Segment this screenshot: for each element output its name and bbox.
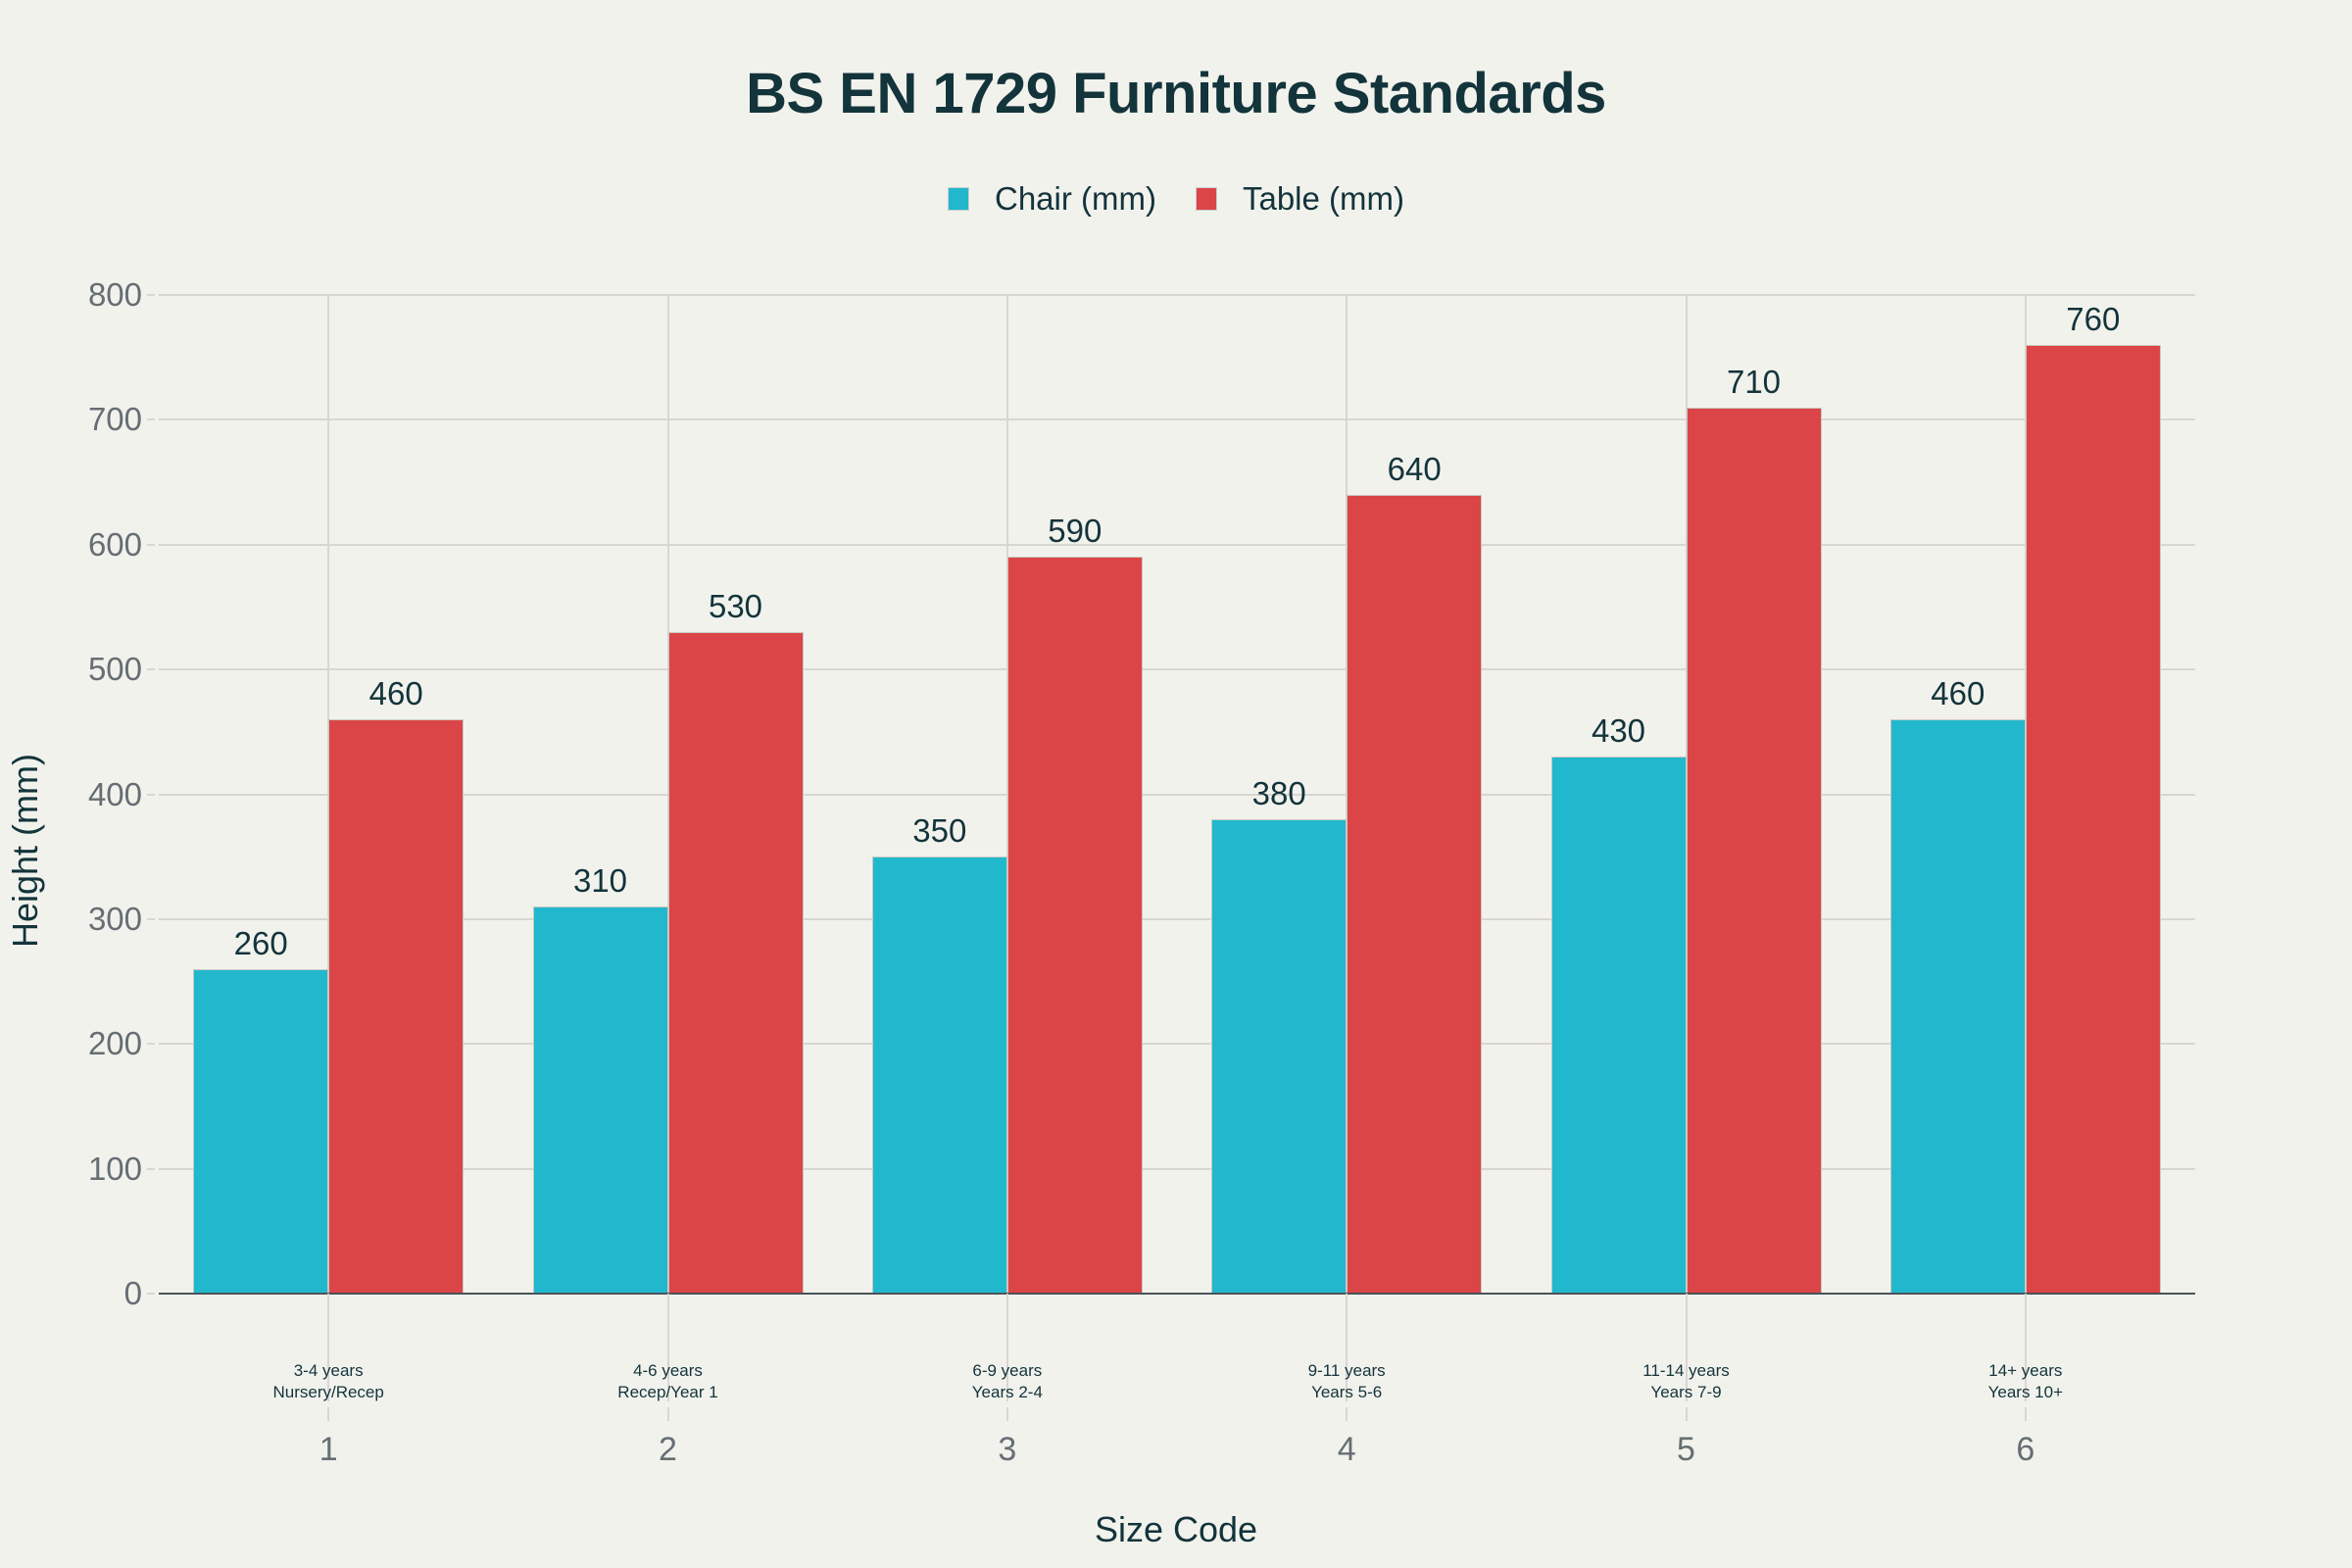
annotation-school-year: Years 7-9 [1650, 1383, 1722, 1401]
h-gridline [159, 418, 2195, 421]
h-gridline [159, 1167, 2195, 1170]
x-tick-label: 3 [998, 1431, 1017, 1468]
y-tick-label: 0 [123, 1275, 142, 1311]
v-gridline-extension [1685, 1294, 1688, 1401]
y-tick-label: 500 [87, 651, 142, 688]
v-gridline-extension [327, 1294, 330, 1401]
bar-value-label: 310 [572, 862, 628, 900]
chair-bar[interactable] [1889, 719, 2026, 1294]
v-gridline-extension [1346, 1294, 1348, 1401]
bar-value-label: 640 [1387, 450, 1442, 487]
legend-swatch-table [1195, 187, 1217, 211]
x-tick-mark [2024, 1407, 2027, 1421]
h-gridline [159, 294, 2195, 296]
annotation-school-year: Years 10+ [1987, 1383, 2064, 1401]
bar-value-label: 710 [1726, 363, 1782, 400]
annotation-age: 6-9 years [972, 1361, 1043, 1380]
y-tick-mark [147, 1293, 155, 1295]
category-annotation: 3-4 years Nursery/Recep [201, 1360, 456, 1403]
y-tick-mark [147, 418, 155, 421]
chair-bar[interactable] [1211, 818, 1348, 1294]
chair-bar[interactable] [532, 906, 668, 1294]
annotation-school-year: Years 2-4 [971, 1383, 1043, 1401]
legend: Chair (mm) Table (mm) [0, 180, 2352, 218]
y-tick-label: 100 [87, 1150, 142, 1187]
table-bar[interactable] [328, 719, 465, 1294]
y-tick-mark [147, 1043, 155, 1046]
y-tick-mark [147, 793, 155, 796]
category-annotation: 9-11 years Years 5-6 [1219, 1360, 1474, 1403]
bar-value-label: 460 [1931, 675, 1985, 712]
x-tick-mark [1346, 1407, 1348, 1421]
bar-value-label: 760 [2066, 300, 2121, 337]
bar-value-label: 380 [1251, 774, 1306, 811]
legend-label-table: Table (mm) [1242, 180, 1404, 217]
chair-bar[interactable] [193, 968, 329, 1294]
annotation-age: 9-11 years [1307, 1361, 1386, 1380]
bar-value-label: 350 [912, 812, 967, 850]
x-axis-title: Size Code [1094, 1509, 1258, 1549]
annotation-school-year: Nursery/Recep [272, 1383, 384, 1401]
y-tick-label: 200 [87, 1025, 142, 1062]
h-gridline [159, 1043, 2195, 1046]
y-tick-label: 400 [87, 775, 142, 812]
x-tick-mark [1685, 1407, 1688, 1421]
legend-label-chair: Chair (mm) [994, 180, 1156, 217]
chair-bar[interactable] [871, 857, 1007, 1294]
x-tick-mark [1005, 1407, 1008, 1421]
y-tick-mark [147, 543, 155, 546]
x-tick-label: 2 [659, 1431, 677, 1468]
y-tick-label: 300 [87, 900, 142, 937]
h-gridline [159, 793, 2195, 796]
y-tick-label: 600 [87, 525, 142, 563]
x-tick-label: 6 [2016, 1431, 2035, 1468]
y-tick-mark [147, 668, 155, 671]
annotation-age: 4-6 years [633, 1361, 703, 1380]
category-annotation: 14+ years Years 10+ [1898, 1360, 2153, 1403]
plot-area: 260 460 310 530 350 590 380 640 430 710 460 760 [159, 294, 2195, 1295]
y-tick-mark [147, 1167, 155, 1170]
h-gridline [159, 668, 2195, 671]
x-tick-label: 4 [1337, 1431, 1356, 1468]
legend-swatch-chair [947, 187, 969, 211]
x-tick-mark [327, 1407, 330, 1421]
category-annotation: 6-9 years Years 2-4 [880, 1360, 1135, 1403]
table-bar[interactable] [1006, 557, 1143, 1294]
annotation-age: 14+ years [1988, 1361, 2063, 1380]
table-bar[interactable] [1347, 494, 1483, 1294]
bar-value-label: 430 [1591, 712, 1646, 750]
x-tick-mark [666, 1407, 669, 1421]
x-tick-label: 1 [318, 1431, 338, 1468]
annotation-school-year: Years 5-6 [1311, 1383, 1383, 1401]
y-tick-mark [147, 294, 155, 296]
category-annotation: 11-14 years Years 7-9 [1559, 1360, 1814, 1403]
y-tick-label: 800 [87, 276, 142, 313]
annotation-school-year: Recep/Year 1 [617, 1383, 718, 1401]
bar-value-label: 460 [368, 675, 423, 712]
v-gridline-extension [666, 1294, 669, 1401]
chart-title: BS EN 1729 Furniture Standards [746, 62, 1606, 125]
legend-item-table[interactable]: Table (mm) [1195, 180, 1404, 218]
h-gridline [159, 917, 2195, 920]
chair-bar[interactable] [1550, 757, 1687, 1294]
annotation-age: 3-4 years [293, 1361, 364, 1380]
bar-value-label: 530 [708, 587, 763, 624]
table-bar[interactable] [1686, 407, 1822, 1294]
bar-value-label: 260 [233, 924, 288, 961]
h-gridline [159, 543, 2195, 546]
legend-item-chair[interactable]: Chair (mm) [947, 180, 1156, 218]
y-tick-mark [147, 917, 155, 920]
category-annotation: 4-6 years Recep/Year 1 [541, 1360, 796, 1403]
y-tick-label: 700 [87, 401, 142, 438]
bar-value-label: 590 [1048, 513, 1102, 550]
annotation-age: 11-14 years [1642, 1361, 1730, 1380]
x-axis-line [159, 1293, 2195, 1295]
v-gridline-extension [1005, 1294, 1008, 1401]
table-bar[interactable] [2025, 344, 2161, 1294]
table-bar[interactable] [667, 631, 804, 1294]
v-gridline-extension [2024, 1294, 2027, 1401]
x-tick-label: 5 [1677, 1431, 1695, 1468]
